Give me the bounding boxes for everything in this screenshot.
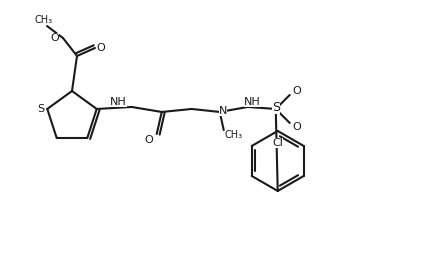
Text: NH: NH xyxy=(244,97,260,107)
Text: O: O xyxy=(96,43,105,53)
Text: S: S xyxy=(37,104,45,114)
Text: CH₃: CH₃ xyxy=(224,130,242,140)
Text: O: O xyxy=(292,122,300,132)
Text: NH: NH xyxy=(109,97,126,107)
Text: O: O xyxy=(292,86,300,96)
Text: S: S xyxy=(271,101,279,114)
Text: Cl: Cl xyxy=(272,138,282,148)
Text: CH₃: CH₃ xyxy=(35,15,53,25)
Text: O: O xyxy=(144,135,153,145)
Text: N: N xyxy=(218,106,226,116)
Text: O: O xyxy=(51,33,59,43)
